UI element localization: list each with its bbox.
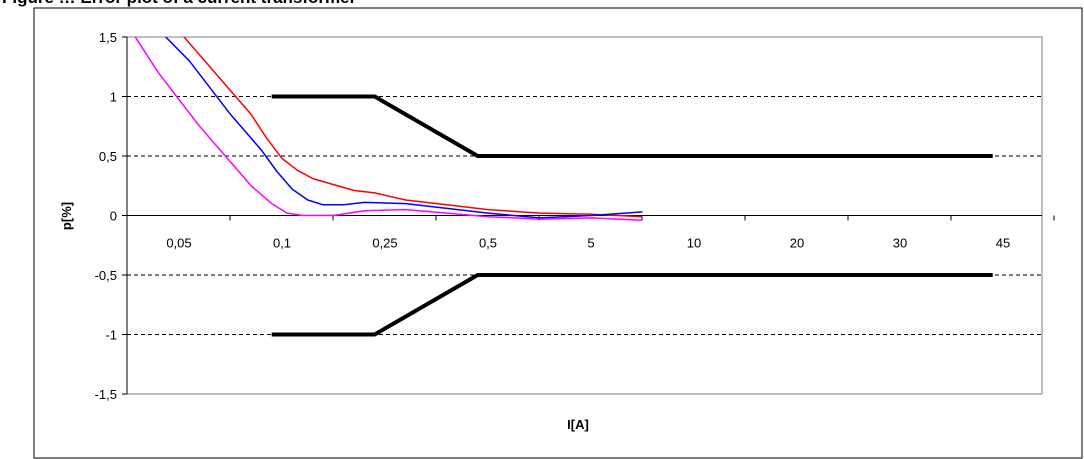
limit-line-lower-limit (271, 273, 993, 337)
limit-line-upper-limit (271, 94, 993, 158)
x-tick-label: 20 (790, 236, 804, 251)
series-line-4 (134, 37, 643, 222)
series-line-3 (164, 37, 643, 219)
y-tick-label: 0 (110, 209, 117, 224)
y-axis-label: p[%] (59, 202, 74, 230)
figure-caption: Figure … Error plot of a current transfo… (0, 0, 1084, 8)
y-tick-label: -1,5 (95, 387, 117, 402)
x-tick-label: 0,1 (273, 236, 291, 251)
x-tick-label: 0,25 (372, 236, 397, 251)
x-tick-label: 0,05 (166, 236, 191, 251)
series-line-2 (183, 37, 643, 218)
y-tick-label: 0,5 (99, 149, 117, 164)
x-tick-label: 10 (687, 236, 701, 251)
x-tick-label: 0,5 (479, 236, 497, 251)
y-tick-label: -1 (105, 328, 117, 343)
y-tick-label: -0,5 (95, 268, 117, 283)
y-tick-label: 1,5 (99, 30, 117, 45)
y-tick-label: 1 (110, 90, 117, 105)
figure-caption-text: Figure … Error plot of a current transfo… (2, 0, 356, 8)
x-tick-label: 45 (996, 236, 1010, 251)
x-axis-label: I[A] (567, 417, 589, 432)
series (134, 37, 993, 337)
x-tick-label: 5 (587, 236, 594, 251)
x-tick-label: 30 (893, 236, 907, 251)
